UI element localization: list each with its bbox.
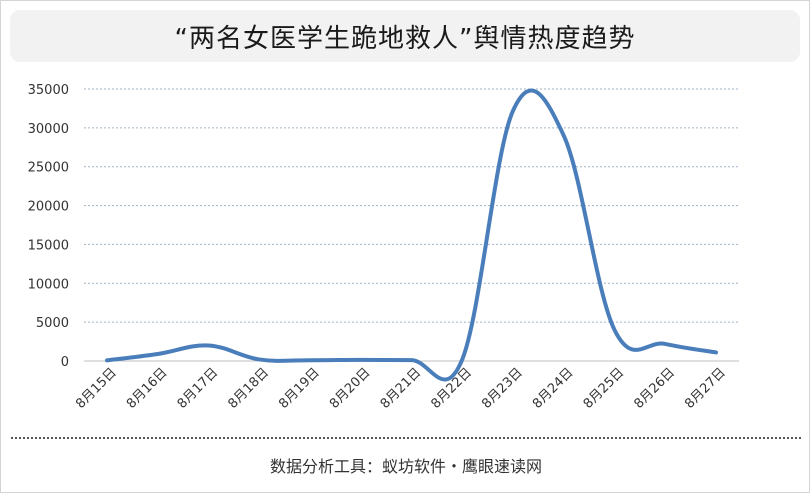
x-tick-label: 8月22日 [429, 365, 476, 412]
x-tick-label: 8月18日 [226, 365, 273, 412]
x-tick-label: 8月19日 [276, 365, 323, 412]
x-tick-label: 8月25日 [581, 365, 628, 412]
chart-title: “两名女医学生跪地救人”舆情热度趋势 [174, 23, 636, 54]
x-tick-label: 8月21日 [378, 365, 425, 412]
y-tick-label: 20000 [28, 200, 69, 215]
x-tick-label: 8月20日 [327, 365, 374, 412]
data-point [613, 328, 617, 332]
y-tick-label: 0 [61, 355, 69, 370]
data-point [410, 358, 414, 362]
y-tick-label: 25000 [28, 161, 69, 176]
data-point [308, 358, 312, 362]
x-tick-label: 8月23日 [479, 365, 526, 412]
x-tick-label: 8月15日 [73, 365, 120, 412]
y-tick-label: 35000 [28, 83, 69, 98]
footer-source: 数据分析工具：蚁坊软件・鹰眼速读网 [269, 457, 542, 476]
footer-divider [11, 437, 801, 439]
data-point [257, 357, 261, 361]
y-tick-label: 5000 [36, 316, 69, 331]
x-tick-label: 8月17日 [175, 365, 222, 412]
data-point [714, 350, 718, 354]
y-tick-label: 30000 [28, 122, 69, 137]
line-chart: 0 5000 10000 15000 20000 25000 30000 35000 8月15日… [28, 83, 739, 412]
data-point [511, 109, 515, 113]
data-point [156, 352, 160, 356]
y-tick-label: 15000 [28, 238, 69, 253]
data-point [359, 358, 363, 362]
x-tick-label: 8月24日 [530, 365, 577, 412]
x-tick-label: 8月26日 [632, 365, 679, 412]
data-point [207, 343, 211, 347]
x-tick-label: 8月27日 [682, 365, 729, 412]
title-bar: “两名女医学生跪地救人”舆情热度趋势 [10, 10, 800, 62]
data-point [562, 134, 566, 138]
x-tick-label: 8月16日 [124, 365, 171, 412]
series-line [105, 88, 718, 382]
data-point [460, 357, 464, 361]
y-tick-label: 10000 [28, 277, 69, 292]
data-point [663, 342, 667, 346]
data-point [105, 358, 109, 362]
